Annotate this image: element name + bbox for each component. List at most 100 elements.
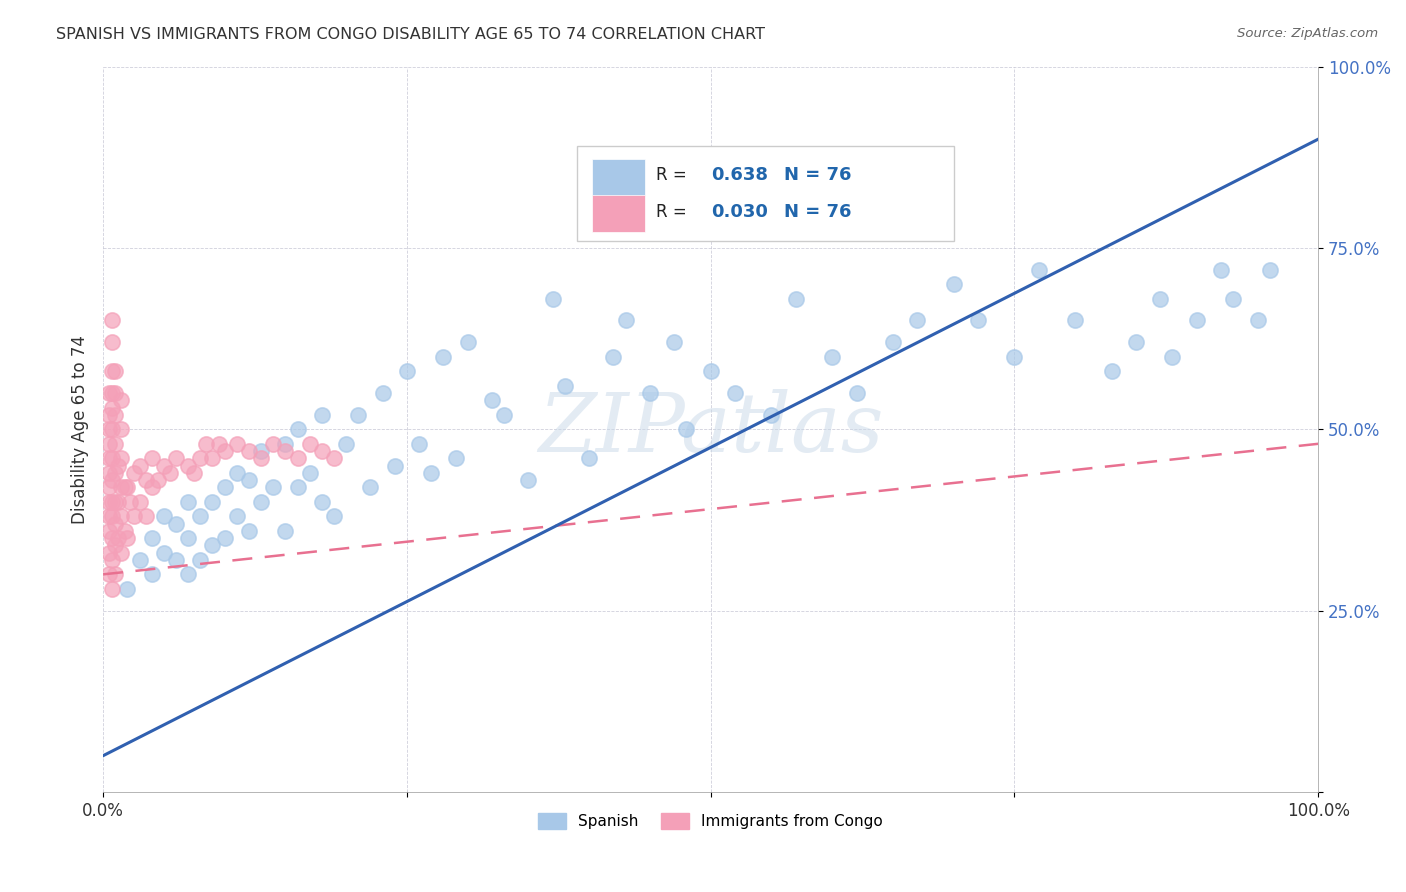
Point [1064, 313, 1087, 327]
Point [177, 567, 200, 582]
Point [141, 531, 163, 545]
Point [107, 531, 129, 545]
Point [335, 437, 357, 451]
Point [1258, 262, 1281, 277]
Point [517, 473, 540, 487]
Point [128, 495, 150, 509]
Point [578, 451, 600, 466]
Point [100, 582, 122, 596]
Point [408, 437, 430, 451]
Point [250, 444, 273, 458]
Point [214, 480, 236, 494]
Point [699, 364, 721, 378]
Point [1222, 292, 1244, 306]
Point [214, 531, 236, 545]
Text: N = 76: N = 76 [783, 202, 851, 220]
Point [359, 480, 381, 494]
Point [98, 437, 121, 451]
Point [323, 451, 346, 466]
FancyBboxPatch shape [592, 159, 645, 195]
Point [98, 567, 121, 582]
Point [153, 545, 176, 559]
Point [395, 364, 418, 378]
Point [541, 292, 564, 306]
Point [675, 422, 697, 436]
Text: R =: R = [657, 167, 692, 185]
Point [98, 422, 121, 436]
Point [238, 524, 260, 538]
Text: 0.030: 0.030 [710, 202, 768, 220]
Point [638, 386, 661, 401]
Point [98, 509, 121, 524]
Point [100, 422, 122, 436]
Text: 0.638: 0.638 [710, 167, 768, 185]
Point [214, 444, 236, 458]
Text: Source: ZipAtlas.com: Source: ZipAtlas.com [1237, 27, 1378, 40]
Point [457, 335, 479, 350]
Point [165, 451, 187, 466]
Point [104, 567, 127, 582]
Point [274, 444, 297, 458]
Point [104, 538, 127, 552]
Point [104, 466, 127, 480]
Point [262, 437, 284, 451]
Point [165, 553, 187, 567]
Point [110, 509, 132, 524]
Point [311, 408, 333, 422]
Point [238, 473, 260, 487]
Point [967, 313, 990, 327]
Point [201, 495, 224, 509]
Point [100, 335, 122, 350]
Point [602, 350, 624, 364]
Point [100, 473, 122, 487]
Point [110, 393, 132, 408]
Point [481, 393, 503, 408]
Point [98, 524, 121, 538]
Point [761, 408, 783, 422]
Point [287, 480, 309, 494]
Point [195, 437, 218, 451]
Point [118, 495, 141, 509]
Point [371, 386, 394, 401]
Point [420, 466, 443, 480]
Point [107, 458, 129, 473]
Point [135, 509, 157, 524]
Point [845, 386, 868, 401]
Point [785, 292, 807, 306]
Point [250, 451, 273, 466]
Point [104, 408, 127, 422]
Point [128, 458, 150, 473]
Point [262, 480, 284, 494]
Point [238, 444, 260, 458]
Point [159, 466, 181, 480]
Point [311, 495, 333, 509]
Point [107, 495, 129, 509]
Point [347, 408, 370, 422]
Point [274, 437, 297, 451]
Point [614, 313, 637, 327]
Point [188, 451, 211, 466]
Point [100, 313, 122, 327]
Point [104, 386, 127, 401]
Point [100, 386, 122, 401]
Point [122, 466, 145, 480]
Point [122, 509, 145, 524]
Point [117, 480, 139, 494]
Point [201, 538, 224, 552]
Point [110, 451, 132, 466]
Point [1028, 262, 1050, 277]
Point [100, 553, 122, 567]
Point [444, 451, 467, 466]
Point [554, 378, 576, 392]
Point [177, 531, 200, 545]
Y-axis label: Disability Age 65 to 74: Disability Age 65 to 74 [72, 334, 89, 524]
FancyBboxPatch shape [576, 146, 953, 241]
Point [114, 480, 136, 494]
Point [117, 582, 139, 596]
Text: ZIPatlas: ZIPatlas [538, 389, 883, 469]
Point [177, 495, 200, 509]
Point [100, 364, 122, 378]
Point [905, 313, 928, 327]
Point [298, 466, 321, 480]
Point [1185, 313, 1208, 327]
